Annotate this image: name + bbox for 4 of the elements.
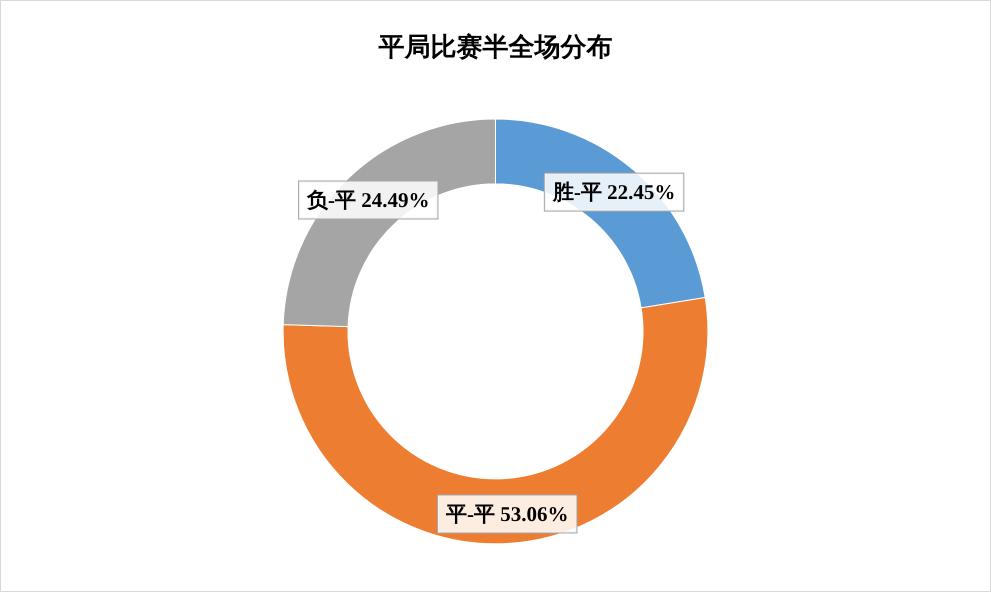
- slice-label: 胜-平 22.45%: [552, 180, 676, 204]
- chart-title: 平局比赛半全场分布: [378, 32, 612, 62]
- slice-label: 负-平 24.49%: [306, 188, 430, 212]
- slice-label: 平-平 53.06%: [444, 502, 568, 526]
